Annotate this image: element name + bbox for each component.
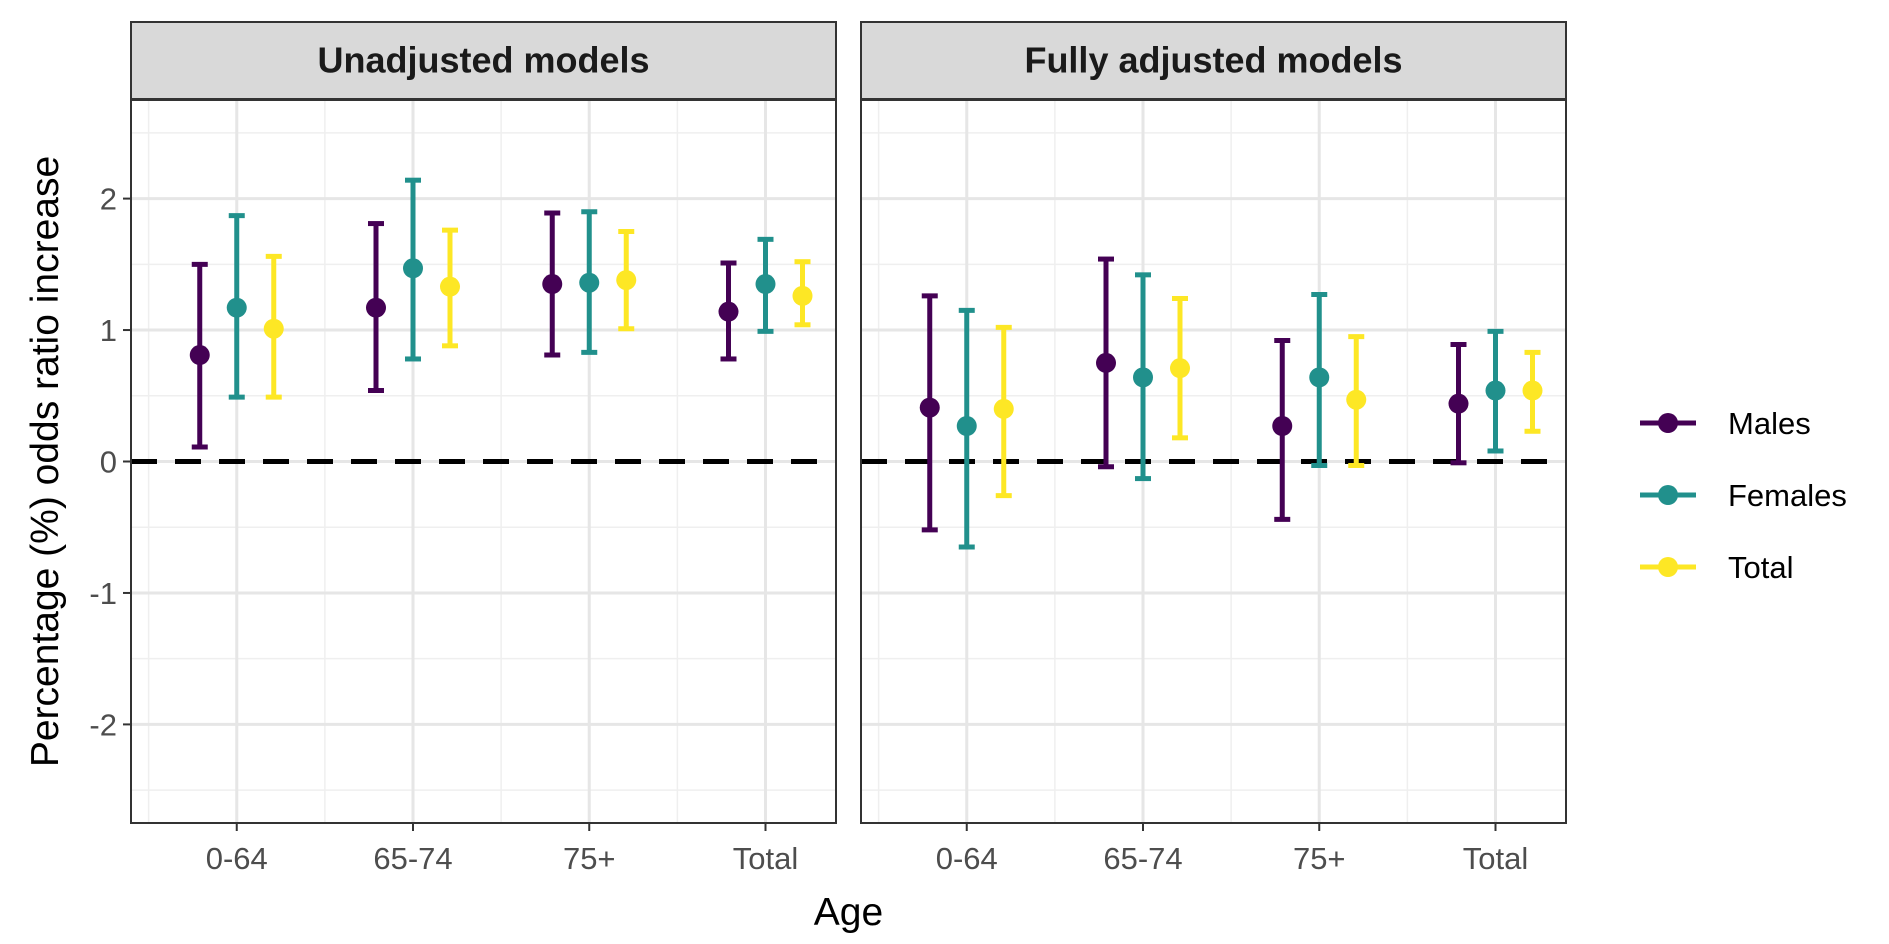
point-females [403,258,423,279]
point-females [1485,380,1506,401]
point-females [1309,367,1330,388]
point-total [1522,380,1543,401]
legend-label: Total [1728,550,1793,585]
y-tick-label: 1 [100,313,117,348]
point-females [226,297,247,318]
x-tick-label: 75+ [563,841,616,876]
legend-label: Females [1728,478,1847,513]
point-total [263,318,284,339]
y-tick-label: 2 [100,182,117,217]
y-tick-label: 0 [100,445,117,480]
point-total [993,398,1014,419]
x-tick-label: 0-64 [936,841,998,876]
legend-key-point [1658,485,1678,505]
x-tick-label: 0-64 [206,841,268,876]
panel-strip [130,21,837,100]
point-total [792,285,813,306]
legend-key-point [1658,557,1678,577]
point-males [366,297,386,318]
legend-label: Males [1728,406,1811,441]
point-males [1096,352,1116,373]
point-females [579,272,600,293]
point-males [189,345,210,366]
panel-title: Fully adjusted models [1024,40,1402,81]
x-axis-title: Age [814,891,883,934]
point-males [542,274,563,295]
y-tick-label: -1 [89,576,117,611]
x-tick-label: Total [733,841,798,876]
point-total [1346,389,1367,410]
x-tick-label: 75+ [1293,841,1346,876]
point-females [755,274,776,295]
panel-title: Unadjusted models [317,40,649,81]
point-females [1133,367,1153,388]
panel-strip [860,21,1567,100]
y-tick-label: -2 [89,707,117,742]
point-males [1272,416,1293,437]
point-total [440,276,460,297]
point-total [616,270,637,291]
point-females [956,416,977,437]
point-males [718,301,739,322]
point-males [919,397,940,418]
y-axis-title: Percentage (%) odds ratio increase [24,156,67,767]
x-tick-label: Total [1463,841,1528,876]
point-males [1448,393,1469,414]
legend-key-point [1658,413,1678,433]
point-total [1170,358,1190,379]
x-tick-label: 65-74 [1103,841,1182,876]
x-tick-label: 65-74 [373,841,452,876]
panel-border [860,99,1567,824]
